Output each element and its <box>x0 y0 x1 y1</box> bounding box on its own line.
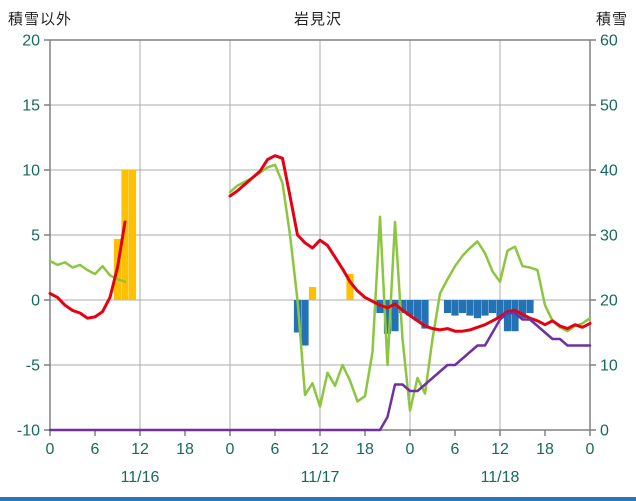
axis-tick-label: 0 <box>226 441 235 458</box>
left-axis-title: 積雪以外 <box>8 11 73 28</box>
axis-tick-label: 0 <box>46 441 55 458</box>
yellow-bars-bar <box>121 170 129 300</box>
axis-tick-label: 10 <box>22 163 40 180</box>
blue-bars-bar <box>496 300 504 319</box>
blue-bars-bar <box>443 300 452 313</box>
blue-bars-bar <box>503 300 512 332</box>
axis-tick-label: 50 <box>600 98 618 115</box>
axis-tick-label: -5 <box>26 358 40 375</box>
axis-tick-label: 12 <box>491 441 509 458</box>
axis-tick-label: 0 <box>406 441 415 458</box>
blue-bars-bar <box>458 300 467 313</box>
axis-tick-label: 10 <box>600 358 618 375</box>
axis-tick-label: 11/17 <box>301 469 340 486</box>
blue-bars-bar <box>413 300 422 321</box>
axis-tick-label: 15 <box>22 98 40 115</box>
axis-tick-label: 5 <box>31 228 40 245</box>
red-line <box>48 154 592 333</box>
blue-bars-bar <box>293 300 302 333</box>
bottom-divider <box>0 497 636 501</box>
axis-tick-label: 6 <box>451 441 460 458</box>
axis-tick-label: 0 <box>600 423 609 440</box>
blue-bars-bar <box>421 300 429 329</box>
axis-tick-label: 18 <box>536 441 554 458</box>
blue-bars-bar <box>391 300 399 332</box>
axis-tick-label: 30 <box>600 228 618 245</box>
blue-bars-bar <box>526 300 534 313</box>
blue-bars-bar <box>383 300 392 334</box>
blue-bars-bar <box>481 300 489 316</box>
station-title: 岩見沢 <box>293 11 342 28</box>
right-axis-title: 積雪 <box>595 11 628 28</box>
axis-tick-label: 20 <box>22 33 40 50</box>
blue-bars-bar <box>451 300 459 316</box>
yellow-bars-bar <box>308 287 317 300</box>
axis-tick-label: 6 <box>271 441 280 458</box>
axis-tick-label: 0 <box>31 293 40 310</box>
blue-bars <box>293 300 534 346</box>
green-line <box>48 163 592 412</box>
axis-tick-label: 60 <box>600 33 618 50</box>
axis-tick-label: 18 <box>176 441 194 458</box>
axis-tick-label: 12 <box>131 441 149 458</box>
blue-bars-bar <box>406 300 414 316</box>
blue-bars-bar <box>398 300 407 313</box>
axis-tick-label: 18 <box>356 441 374 458</box>
purple-snow-line <box>48 311 592 432</box>
blue-bars-bar <box>301 300 309 346</box>
blue-bars-bar <box>511 300 519 332</box>
axis-tick-label: 20 <box>600 293 618 310</box>
blue-bars-bar <box>466 300 474 316</box>
blue-bars-bar <box>473 300 482 319</box>
blue-bars-bar <box>488 300 497 313</box>
axis-tick-label: 40 <box>600 163 618 180</box>
axis-tick-label: -10 <box>17 423 40 440</box>
yellow-bars-bar <box>346 274 354 300</box>
axis-tick-label: 12 <box>311 441 329 458</box>
blue-bars-bar <box>518 300 527 319</box>
axis-tick-label: 6 <box>91 441 100 458</box>
axis-tick-label: 0 <box>586 441 595 458</box>
yellow-bars-bar <box>128 170 137 300</box>
axis-tick-label: 11/18 <box>481 469 520 486</box>
axis-tick-label: 11/16 <box>121 469 160 486</box>
